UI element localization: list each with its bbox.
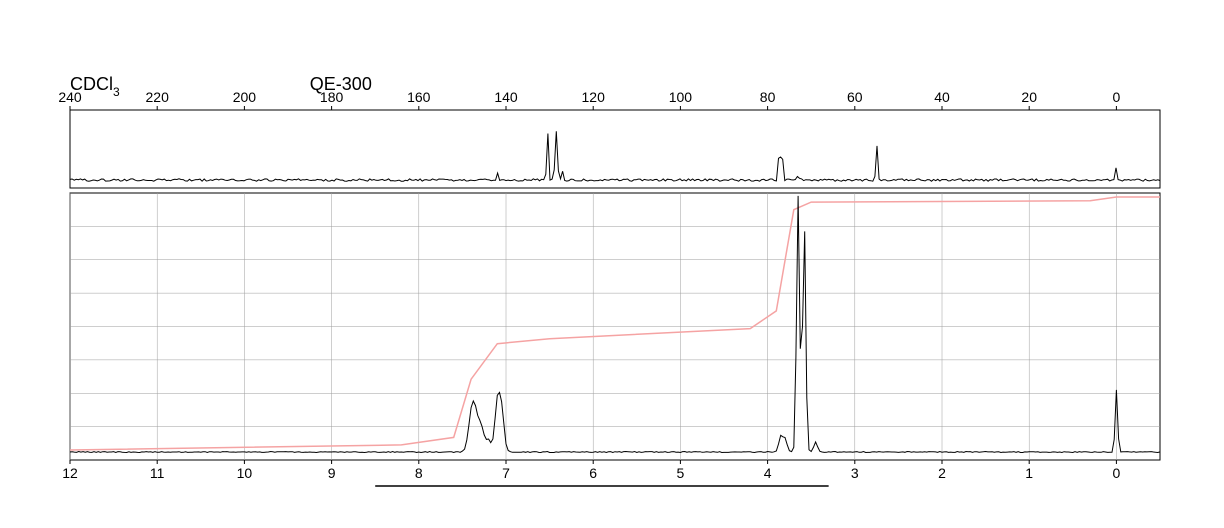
axis-tick-label: 120 bbox=[582, 89, 606, 105]
axis-tick-label: 5 bbox=[677, 465, 685, 481]
nmr-figure: 0204060801001201401601802002202400123456… bbox=[0, 0, 1224, 528]
axis-tick-label: 200 bbox=[233, 89, 257, 105]
integral-trace bbox=[70, 197, 1160, 450]
axis-tick-label: 8 bbox=[415, 465, 423, 481]
axis-tick-label: 140 bbox=[494, 89, 518, 105]
carbon-panel-frame bbox=[70, 110, 1160, 188]
axis-tick-label: 100 bbox=[669, 89, 693, 105]
instrument-text: QE-300 bbox=[310, 74, 372, 94]
axis-tick-label: 9 bbox=[328, 465, 336, 481]
axis-tick-label: 4 bbox=[764, 465, 772, 481]
axis-tick-label: 7 bbox=[502, 465, 510, 481]
axis-tick-label: 80 bbox=[760, 89, 776, 105]
axis-tick-label: 10 bbox=[237, 465, 253, 481]
spectrum-trace bbox=[70, 131, 1160, 181]
axis-tick-label: 0 bbox=[1113, 465, 1121, 481]
axis-tick-label: 60 bbox=[847, 89, 863, 105]
axis-tick-label: 3 bbox=[851, 465, 859, 481]
axis-tick-label: 220 bbox=[146, 89, 170, 105]
spectrum-trace bbox=[70, 196, 1160, 453]
axis-tick-label: 40 bbox=[934, 89, 950, 105]
axis-tick-label: 2 bbox=[938, 465, 946, 481]
nmr-svg: 0204060801001201401601802002202400123456… bbox=[0, 0, 1224, 528]
axis-tick-label: 11 bbox=[150, 465, 165, 481]
axis-tick-label: 6 bbox=[589, 465, 597, 481]
axis-tick-label: 0 bbox=[1113, 89, 1121, 105]
axis-tick-label: 160 bbox=[407, 89, 431, 105]
axis-tick-label: 12 bbox=[62, 465, 78, 481]
axis-tick-label: 1 bbox=[1025, 465, 1033, 481]
axis-tick-label: 20 bbox=[1021, 89, 1037, 105]
